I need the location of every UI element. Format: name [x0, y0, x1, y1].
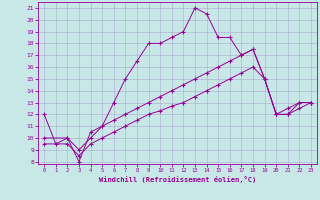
X-axis label: Windchill (Refroidissement éolien,°C): Windchill (Refroidissement éolien,°C) [99, 176, 256, 183]
